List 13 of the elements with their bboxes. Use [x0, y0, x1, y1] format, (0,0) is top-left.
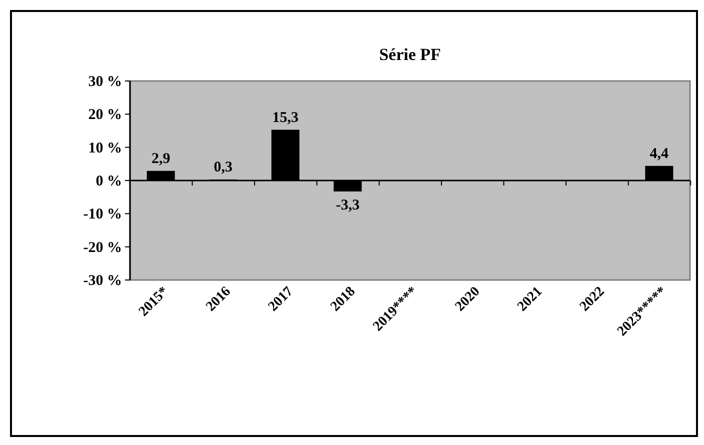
y-tick-label: -20 % — [83, 240, 122, 256]
y-tick-label: -30 % — [83, 273, 122, 289]
data-label: 4,4 — [650, 146, 670, 162]
data-label: -3,3 — [336, 197, 360, 214]
data-label: 0,3 — [214, 160, 232, 176]
chart-title: Série PF — [379, 45, 441, 64]
data-label: 2,9 — [151, 150, 170, 167]
y-tick-label: 10 % — [88, 140, 122, 156]
y-tick-label: -10 % — [83, 206, 122, 223]
data-label: 15,3 — [272, 110, 299, 126]
y-tick-label: 20 % — [88, 107, 122, 124]
y-tick-label: 0 % — [96, 174, 122, 190]
y-tick-label: 30 % — [88, 74, 122, 90]
